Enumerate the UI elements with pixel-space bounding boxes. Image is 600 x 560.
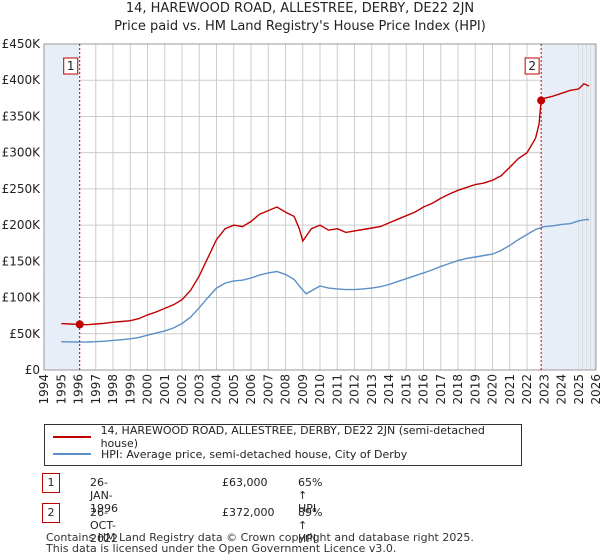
y-tick-label: £200K xyxy=(2,218,42,232)
x-tick-label: 2024 xyxy=(555,374,569,405)
plot-frame xyxy=(43,43,597,371)
x-tick-label: 1994 xyxy=(37,374,51,405)
transaction-date: 26-JAN-1996 xyxy=(90,476,118,515)
x-tick-label: 2014 xyxy=(382,374,396,405)
legend-item-hpi: HPI: Average price, semi-detached house,… xyxy=(53,445,407,463)
price-chart: 1 2 £0 £50K £100K £150K £200K £250K £300K £350K £… xyxy=(2,37,600,405)
y-tick-label: £0 xyxy=(25,363,40,377)
y-tick-label: £400K xyxy=(2,73,42,87)
x-tick-label: 2013 xyxy=(365,374,379,405)
y-tick-label: £450K xyxy=(2,37,42,51)
chart-legend: 14, HAREWOOD ROAD, ALLESTREE, DERBY, DE2… xyxy=(44,424,522,466)
transaction-badge: 2 xyxy=(42,503,60,523)
x-tick-label: 2020 xyxy=(486,374,500,405)
x-tick-label: 2017 xyxy=(434,374,448,405)
x-tick-label: 2026 xyxy=(589,374,600,405)
sale-label-box xyxy=(63,57,79,75)
x-tick-label: 2012 xyxy=(348,374,362,405)
x-tick-label: 1997 xyxy=(89,374,103,405)
transaction-hpi: 89% ↑ HPI xyxy=(298,506,323,545)
x-tick-label: 1995 xyxy=(54,374,68,405)
chart-title: 14, HAREWOOD ROAD, ALLESTREE, DERBY, DE2… xyxy=(125,1,475,16)
legend-swatch-hpi xyxy=(53,453,91,455)
series-line-hpi xyxy=(61,218,590,343)
y-tick-label: £100K xyxy=(2,291,42,305)
chart-subtitle: Price paid vs. HM Land Registry's House … xyxy=(114,19,486,34)
x-tick-label: 2016 xyxy=(417,374,431,405)
y-tick-label: £50K xyxy=(9,327,41,341)
legend-label-property: 14, HAREWOOD ROAD, ALLESTREE, DERBY, DE2… xyxy=(100,424,485,450)
x-tick-label: 2025 xyxy=(572,374,586,405)
legend-swatch-property xyxy=(53,436,91,438)
x-tick-label: 2004 xyxy=(210,374,224,405)
x-tick-label: 2002 xyxy=(175,374,189,405)
transaction-date: 26-OCT-2022 xyxy=(90,506,118,545)
x-tick-label: 2021 xyxy=(503,374,517,405)
x-tick-label: 1996 xyxy=(72,374,86,405)
y-tick-label: £300K xyxy=(2,146,42,160)
legend-item-property: 14, HAREWOOD ROAD, ALLESTREE, DERBY, DE2… xyxy=(53,424,521,450)
sale-point xyxy=(75,320,84,329)
y-tick-label: £350K xyxy=(2,109,42,123)
transaction-badge: 1 xyxy=(42,473,60,493)
x-tick-label: 2023 xyxy=(537,374,551,405)
x-tick-label: 2007 xyxy=(261,374,275,405)
x-tick-label: 2010 xyxy=(313,374,327,405)
x-tick-label: 2006 xyxy=(244,374,258,405)
footer-licence: This data is licensed under the Open Gov… xyxy=(46,542,397,555)
series-line-property xyxy=(61,82,590,326)
x-tick-label: 2003 xyxy=(192,374,206,405)
x-tick-label: 2015 xyxy=(399,374,413,405)
x-tick-label: 2022 xyxy=(520,374,534,405)
sale-label: 1 xyxy=(67,59,75,73)
hatch-forecast xyxy=(578,44,596,370)
x-tick-label: 2000 xyxy=(141,374,155,405)
footer-copyright: Contains HM Land Registry data © Crown c… xyxy=(46,531,474,544)
x-tick-label: 1998 xyxy=(106,374,120,405)
x-tick-label: 2008 xyxy=(279,374,293,405)
transaction-price: £372,000 xyxy=(222,506,275,519)
x-tick-label: 2005 xyxy=(227,374,241,405)
x-tick-label: 2018 xyxy=(451,374,465,405)
x-tick-label: 1999 xyxy=(123,374,137,405)
shade-pre-sale-1 xyxy=(44,44,80,370)
sale-label: 2 xyxy=(528,59,536,73)
y-tick-label: £250K xyxy=(2,182,42,196)
legend-label-hpi: HPI: Average price, semi-detached house,… xyxy=(101,447,408,461)
shade-post-sale-2 xyxy=(541,44,596,370)
x-tick-label: 2019 xyxy=(468,374,482,405)
transaction-price: £63,000 xyxy=(222,476,268,489)
sale-point xyxy=(537,96,546,105)
y-tick-label: £150K xyxy=(2,254,42,268)
x-tick-label: 2001 xyxy=(158,374,172,405)
x-tick-label: 2011 xyxy=(330,374,344,405)
x-tick-label: 2009 xyxy=(296,374,310,405)
transaction-hpi: 65% ↑ HPI xyxy=(298,476,323,515)
sale-label-box xyxy=(524,57,540,75)
